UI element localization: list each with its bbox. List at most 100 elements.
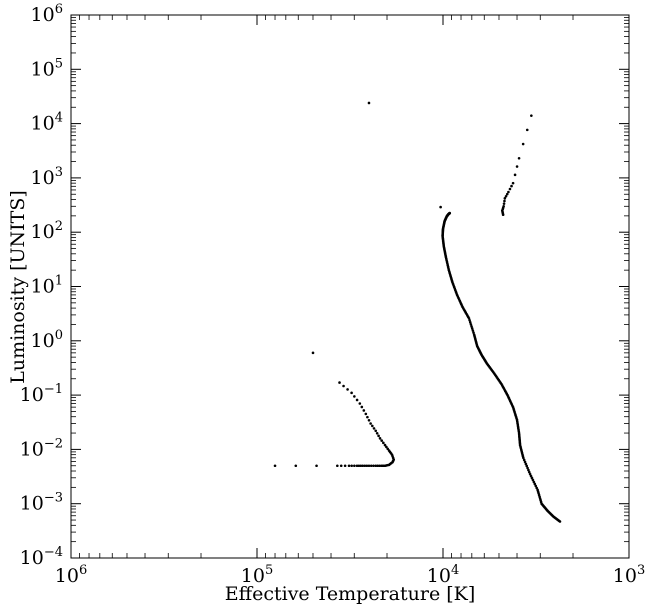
y-tick-label: 106 [31,2,63,26]
data-point [311,351,315,355]
data-point [367,419,371,422]
data-point [355,398,359,402]
data-point [350,464,353,468]
data-point [525,464,529,468]
data-point [374,464,378,468]
y-tick-label: 102 [31,219,63,243]
data-point [515,165,519,168]
data-point [533,482,537,486]
data-point [469,323,473,326]
y-axis-title: Luminosity [UNITS] [7,190,29,384]
y-tick-label: 101 [31,274,63,298]
data-point [525,128,529,132]
data-point [273,464,277,468]
data-point [535,486,538,490]
data-point [471,329,475,332]
plot-frame [70,14,630,559]
data-point [359,464,363,468]
data-point [380,439,384,442]
data-point [523,460,527,464]
data-point [342,384,345,388]
data-point [527,468,530,472]
data-point [511,181,515,185]
data-point [338,381,341,384]
y-tick-label: 103 [31,165,63,189]
data-point [528,472,532,476]
data-point [531,478,535,482]
data-point [358,402,362,405]
data-point [472,331,475,334]
data-point [439,205,442,209]
data-point [470,325,473,328]
data-point [468,319,471,322]
data-point [513,173,517,177]
data-point [357,464,361,468]
x-axis-title: Effective Temperature [K] [225,583,476,605]
data-point [376,464,379,468]
data-point [382,441,385,445]
y-tick-label: 105 [31,56,63,80]
data-point [385,445,388,449]
data-point [369,422,372,425]
data-point [372,464,375,468]
data-point [534,484,538,488]
data-point [529,474,533,478]
data-point [366,415,369,419]
data-point [353,464,356,468]
data-point [502,204,505,208]
data-point [374,429,378,433]
data-point [470,327,474,330]
x-tick-label: 103 [613,563,645,587]
y-tick-label: 10−3 [20,491,63,515]
data-point [526,466,529,470]
plot-area [71,15,629,558]
data-point [346,388,349,391]
data-series [441,211,562,523]
data-point [367,101,371,105]
data-point [378,464,381,468]
data-point [522,456,525,460]
data-point [467,316,471,320]
data-point [360,405,364,409]
data-point [517,156,521,160]
data-points [273,101,562,523]
data-point [383,443,387,447]
data-point [375,432,379,435]
data-point [386,447,390,451]
data-point [347,464,351,468]
data-point [336,464,339,468]
data-series [273,381,396,468]
data-point [377,434,380,438]
data-point [365,464,369,468]
y-tick-label: 10−2 [20,436,63,460]
data-point [505,192,509,196]
data-point [502,202,506,205]
data-point [378,437,382,440]
data-point [372,427,376,430]
data-point [508,187,512,191]
data-point [558,520,562,523]
data-point [468,321,472,324]
y-tick-label: 104 [31,111,63,135]
data-point [530,114,533,117]
minor-ticks [71,15,629,558]
data-point [532,480,536,484]
data-series [500,114,533,217]
data-point [521,142,525,146]
data-point [510,184,513,188]
data-point [361,464,365,468]
data-point [339,464,343,468]
data-point [524,462,528,466]
data-point [530,476,534,480]
data-point [527,470,531,474]
data-point [504,194,508,198]
data-point [387,449,391,452]
data-point [503,197,507,200]
data-point [350,391,353,395]
data-point [503,199,506,203]
data-point [522,458,526,462]
y-tick-label: 10−1 [20,382,63,406]
data-point [343,464,347,468]
data-point [363,464,367,468]
